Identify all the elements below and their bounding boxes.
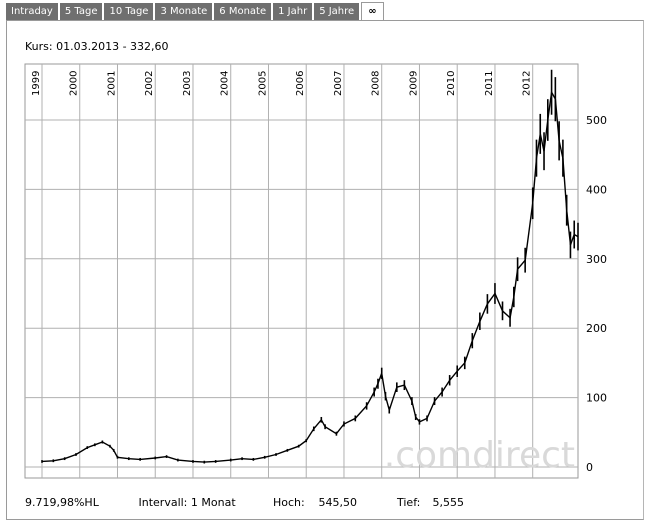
tab-4[interactable]: 6 Monate: [214, 3, 272, 20]
x-tick-label: 2008: [371, 71, 382, 96]
plot-area: [24, 63, 579, 479]
x-tick-label: 2011: [484, 71, 495, 96]
quote-label: Kurs: 01.03.2013 - 332,60: [25, 40, 169, 53]
high-value: 545,50: [318, 496, 358, 509]
x-tick-label: 2010: [446, 71, 457, 96]
low-value: 5,555: [432, 496, 465, 509]
y-tick-label: 100: [586, 392, 607, 405]
tab-0[interactable]: Intraday: [6, 3, 58, 20]
high-label: Hoch:: [273, 496, 305, 509]
y-tick-label: 200: [586, 322, 607, 335]
period-tab-bar: Intraday 5 Tage 10 Tage 3 Monate 6 Monate 1 J…: [6, 2, 386, 21]
tab-2[interactable]: 10 Tage: [104, 3, 154, 20]
chart-frame: [6, 20, 644, 520]
x-tick-label: 1999: [31, 71, 42, 96]
tab-6[interactable]: 5 Jahre: [314, 3, 360, 20]
tab-5[interactable]: 1 Jahr: [273, 3, 313, 20]
tab-7[interactable]: ∞: [361, 2, 384, 21]
low-label: Tief:: [397, 496, 421, 509]
interval-label: Intervall: 1 Monat: [138, 496, 236, 509]
x-tick-label: 2004: [220, 71, 231, 96]
change-value: 9.719,98%HL: [25, 496, 99, 509]
price-series-line: [41, 89, 579, 463]
x-tick-label: 2001: [106, 71, 117, 96]
x-tick-label: 2000: [69, 71, 80, 96]
x-tick-label: 2009: [408, 71, 419, 96]
tab-1[interactable]: 5 Tage: [59, 3, 103, 20]
x-tick-label: 2007: [333, 71, 344, 96]
tab-3[interactable]: 3 Monate: [155, 3, 213, 20]
y-tick-label: 0: [586, 461, 593, 474]
chart-footer: 9.719,98%HL Intervall: 1 Monat Hoch: 545…: [25, 496, 464, 509]
y-tick-label: 300: [586, 253, 607, 266]
x-tick-label: 2003: [182, 71, 193, 96]
y-tick-label: 400: [586, 183, 607, 196]
x-tick-label: 2005: [257, 71, 268, 96]
x-tick-label: 2012: [522, 71, 533, 96]
comdirect-watermark: .comdirect: [384, 435, 575, 476]
x-tick-label: 2002: [144, 71, 155, 96]
x-tick-label: 2006: [295, 71, 306, 96]
y-tick-label: 500: [586, 114, 607, 127]
